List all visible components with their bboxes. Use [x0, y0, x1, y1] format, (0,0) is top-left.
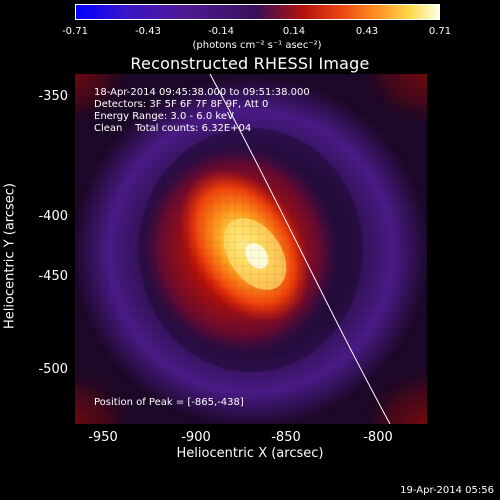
info-detectors: Detectors: 3F 5F 6F 7F 8F 9F, Att 0	[94, 99, 269, 110]
colorbar-tick-label: 0.43	[355, 26, 379, 37]
y-tick-label: -450	[38, 269, 68, 284]
x-tick-label: -950	[88, 430, 118, 445]
y-axis-label: Heliocentric Y (arcsec)	[2, 183, 18, 329]
colorbar	[75, 4, 440, 20]
x-axis-label: Heliocentric X (arcsec)	[176, 446, 324, 461]
y-tick-label: -500	[38, 362, 68, 377]
colorbar-tick-label: -0.43	[135, 26, 161, 37]
info-clean-counts: Clean Total counts: 6.32E+04	[94, 123, 252, 134]
colorbar-tick-label: 0.14	[282, 26, 306, 37]
peak-position: Position of Peak = [-865,-438]	[94, 397, 244, 408]
colorbar-tick-label: -0.71	[62, 26, 88, 37]
x-tick-label: -800	[363, 430, 393, 445]
colorbar-tick-label: -0.14	[208, 26, 234, 37]
x-tick-label: -900	[181, 430, 211, 445]
y-tick-label: -400	[38, 209, 68, 224]
timestamp: 19-Apr-2014 05:56	[400, 485, 494, 496]
rhessi-image	[75, 74, 427, 424]
image-title: Reconstructed RHESSI Image	[130, 54, 370, 73]
colorbar-units: (photons cm⁻² s⁻¹ asec⁻²)	[192, 40, 322, 51]
info-time-range: 18-Apr-2014 09:45:38.000 to 09:51:38.000	[94, 87, 310, 98]
y-tick-label: -350	[38, 89, 68, 104]
solar-limb-line	[209, 74, 391, 424]
x-tick-label: -850	[271, 430, 301, 445]
info-energy-range: Energy Range: 3.0 - 6.0 keV	[94, 111, 234, 122]
colorbar-tick-label: 0.71	[428, 26, 452, 37]
